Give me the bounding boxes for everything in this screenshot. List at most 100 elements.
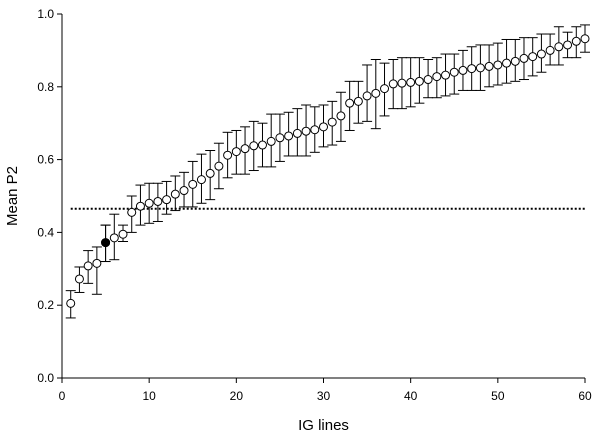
data-point xyxy=(275,133,285,143)
data-point xyxy=(179,186,189,196)
data-point xyxy=(301,126,311,136)
data-point xyxy=(231,147,241,157)
data-point-group xyxy=(475,44,486,91)
data-point xyxy=(362,91,372,101)
data-point xyxy=(432,72,442,82)
x-tick-label: 20 xyxy=(230,389,244,403)
data-point xyxy=(144,198,154,208)
data-point xyxy=(475,63,485,73)
data-point xyxy=(109,233,119,243)
data-point-group xyxy=(240,126,251,175)
data-point xyxy=(196,175,206,185)
data-point-group xyxy=(562,31,573,59)
chart-marks xyxy=(65,24,590,319)
y-tick-label: 0.2 xyxy=(37,298,54,312)
data-point xyxy=(510,56,520,66)
data-point-group xyxy=(283,111,294,157)
data-point-group xyxy=(388,59,399,110)
data-point xyxy=(536,49,546,59)
data-point xyxy=(153,196,163,206)
data-point xyxy=(327,117,337,127)
data-point xyxy=(502,58,512,68)
data-point-group xyxy=(362,64,373,122)
data-point-group xyxy=(83,250,94,284)
x-tick-label: 10 xyxy=(142,389,156,403)
x-tick-label: 40 xyxy=(404,389,418,403)
data-point-group xyxy=(344,80,355,131)
data-point-group xyxy=(492,42,503,86)
data-point xyxy=(74,274,84,284)
x-tick-label: 60 xyxy=(578,389,592,403)
data-point xyxy=(118,229,128,239)
data-point xyxy=(345,98,355,108)
data-point xyxy=(545,45,555,55)
data-point-group xyxy=(449,53,460,95)
data-point-group xyxy=(152,182,163,222)
data-point-group xyxy=(196,153,207,204)
data-point-group xyxy=(187,160,198,208)
data-point xyxy=(292,128,302,138)
data-point xyxy=(170,189,180,199)
data-point-group xyxy=(266,113,277,168)
data-point-group xyxy=(309,106,320,153)
data-point-group xyxy=(74,266,85,293)
data-point xyxy=(135,201,145,211)
data-point-group xyxy=(301,104,312,157)
y-tick-label: 1.0 xyxy=(37,7,54,21)
data-point xyxy=(388,79,398,89)
data-point-group xyxy=(396,57,407,110)
data-point-group xyxy=(414,57,425,104)
data-point-group xyxy=(213,142,224,190)
data-point xyxy=(571,36,581,46)
data-point-group xyxy=(423,59,434,99)
y-tick-label: 0.6 xyxy=(37,153,54,167)
data-point-group xyxy=(231,129,242,175)
data-point xyxy=(83,261,93,271)
y-tick-label: 0.4 xyxy=(37,225,54,239)
data-point-group xyxy=(353,80,364,124)
data-point-group xyxy=(126,195,137,233)
data-point xyxy=(127,207,137,217)
data-point-group xyxy=(484,44,495,88)
data-point-group xyxy=(170,175,181,212)
data-point-group xyxy=(571,26,582,59)
data-point xyxy=(257,140,267,150)
data-point xyxy=(188,179,198,189)
data-point xyxy=(414,76,424,86)
data-point xyxy=(380,84,390,94)
data-point-group xyxy=(405,57,416,108)
data-point-group xyxy=(440,53,451,97)
data-point-group xyxy=(379,62,390,117)
data-point-group xyxy=(335,91,346,142)
data-point-group xyxy=(248,120,259,172)
data-point-group xyxy=(205,150,216,201)
data-point-group xyxy=(292,108,303,157)
data-point xyxy=(310,125,320,135)
data-point-group xyxy=(527,37,538,77)
data-point-group xyxy=(370,59,381,130)
x-tick-label: 50 xyxy=(491,389,505,403)
data-point xyxy=(66,298,76,308)
data-point-group xyxy=(501,38,512,84)
data-point-group xyxy=(144,182,155,224)
data-point-group xyxy=(179,171,190,208)
data-point xyxy=(266,136,276,146)
data-point-group xyxy=(161,180,172,215)
data-point xyxy=(580,34,590,44)
data-point-group xyxy=(536,33,547,73)
data-point xyxy=(336,111,346,121)
data-point-group xyxy=(580,24,590,53)
highlighted-point-group xyxy=(100,224,111,263)
data-point-group xyxy=(318,104,329,148)
data-point-group xyxy=(431,57,442,99)
data-point xyxy=(205,168,215,178)
data-point xyxy=(371,88,381,98)
data-point-group xyxy=(327,100,338,146)
data-point-group xyxy=(109,213,120,261)
data-point xyxy=(484,61,494,71)
data-point-group xyxy=(457,49,468,91)
data-point xyxy=(441,70,451,80)
data-point xyxy=(563,40,573,50)
data-point xyxy=(493,60,503,70)
